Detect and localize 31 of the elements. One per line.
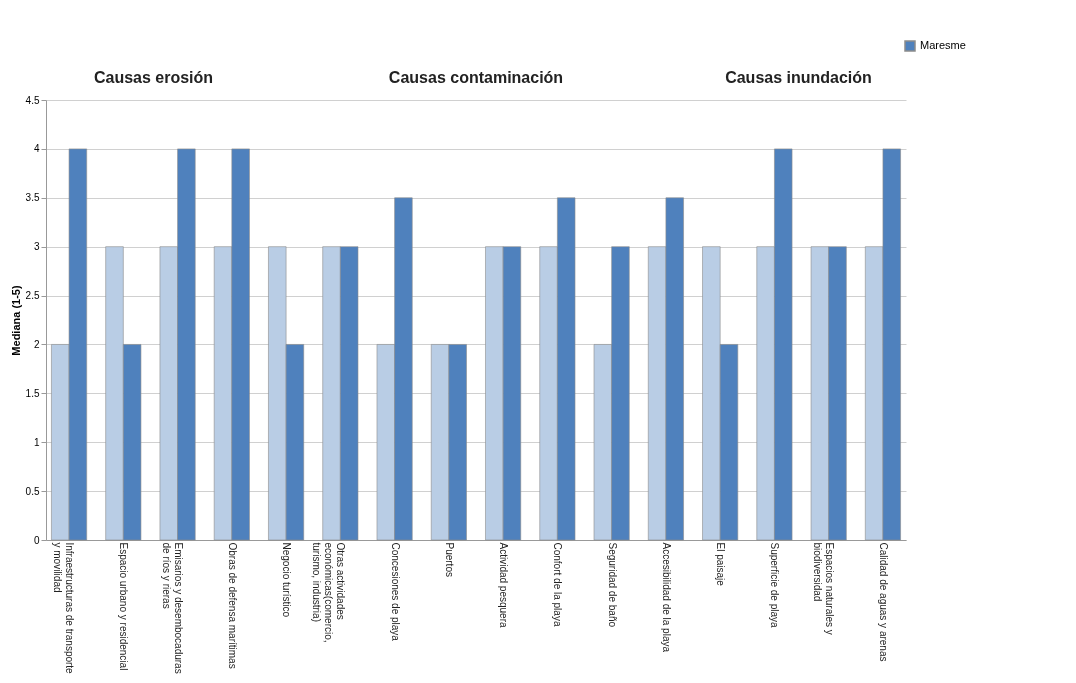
y-tick-label: 4.5 [25, 94, 40, 106]
x-tick-label: Negocio turístico [281, 542, 293, 618]
x-tick-label: Accesibilidad de la playa [660, 542, 672, 653]
y-tick-label: 3 [33, 241, 40, 253]
y-tick-label: 4 [33, 143, 40, 155]
text: Causas inundación [725, 69, 872, 86]
x-tick-label: Otras actividades económicas(comercio, turismo, industria) [311, 542, 347, 643]
y-tick-label: 3.5 [25, 192, 40, 204]
x-tick-label: Espacio urbano y residencial [118, 542, 130, 671]
y-tick-label: 2 [33, 338, 40, 350]
x-tick-label: Superficie de playa [769, 542, 781, 628]
y-axis-title: Mediana (1-5) [9, 285, 22, 356]
x-tick-label: Calidad de aguas y arenas [877, 542, 889, 662]
x-tick-label: Emisarios y desembocaduras de ríos y rieras [160, 542, 184, 674]
y-tick-label: 1 [33, 436, 40, 448]
legend-label: Maresme [920, 39, 966, 51]
text: Causas contaminación [388, 69, 564, 86]
y-tick-label: 0.5 [25, 485, 40, 497]
x-tick-label: El paisaje [715, 542, 727, 587]
text: Causas erosión [93, 69, 214, 86]
x-tick-label: Seguridad de baño [606, 542, 618, 628]
x-tick-label: Puertos [443, 542, 455, 577]
x-tick-label: Infraestructuras de transporte y movilidad [52, 542, 76, 675]
x-tick-label: Espacios naturales y biodiversidad [811, 542, 835, 635]
x-tick-label: Actividad pesquera [498, 542, 510, 628]
y-tick-label: 1.5 [25, 387, 40, 399]
x-tick-label: Concesiones de playa [389, 542, 401, 642]
x-tick-label: Obras de defensa marítimas [226, 542, 238, 669]
x-tick-label: Confort de la playa [552, 542, 564, 627]
y-tick-label: 2.5 [25, 290, 40, 302]
y-tick-label: 0 [33, 534, 40, 546]
